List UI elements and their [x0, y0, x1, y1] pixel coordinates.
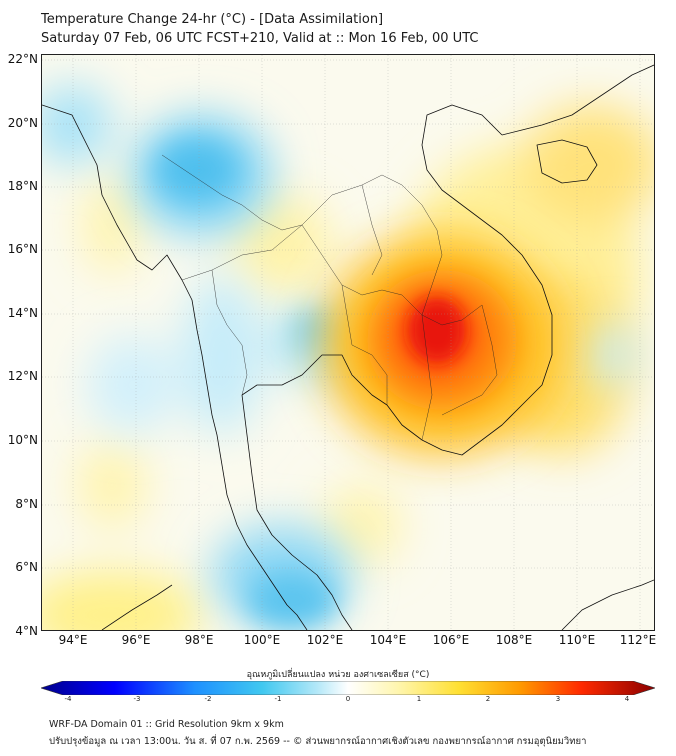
colorbar-tick: 2 [485, 695, 491, 703]
colorbar-tick: 4 [624, 695, 630, 703]
lon-tick-label: 102°E [306, 633, 344, 647]
coastlines [42, 64, 654, 630]
lat-tick-label: 10°N [7, 433, 38, 447]
colorbar-tick: 1 [416, 695, 422, 703]
lon-tick-label: 100°E [243, 633, 281, 647]
lat-tick-label: 18°N [7, 179, 38, 193]
lat-tick-label: 14°N [7, 306, 38, 320]
colorbar-tick: -1 [274, 695, 282, 703]
lat-tick-label: 22°N [7, 52, 38, 66]
colorbar-tick: 0 [345, 695, 351, 703]
lat-tick-label: 20°N [7, 116, 38, 130]
lon-tick-label: 96°E [121, 633, 151, 647]
lat-tick-label: 12°N [7, 369, 38, 383]
lon-tick-label: 108°E [495, 633, 533, 647]
lat-tick-label: 4°N [15, 624, 38, 638]
map-canvas [42, 55, 654, 630]
colorbar-tick: -4 [64, 695, 72, 703]
lat-tick-label: 6°N [15, 560, 38, 574]
temperature-change-map[interactable] [41, 54, 655, 631]
footer-credit: ปรับปรุงข้อมูล ณ เวลา 13:00น. วัน ส. ที่… [49, 736, 587, 747]
lat-tick-label: 16°N [7, 242, 38, 256]
lon-tick-label: 94°E [58, 633, 88, 647]
colorbar-label: อุณหภูมิเปลี่ยนแปลง หน่วย องศาเซลเซียส (… [246, 670, 430, 680]
lon-tick-label: 106°E [432, 633, 470, 647]
hot-field-core [409, 298, 465, 362]
lat-tick-label: 8°N [15, 497, 38, 511]
lon-tick-label: 98°E [184, 633, 214, 647]
map-gridlines [42, 55, 654, 630]
country-borders [161, 154, 498, 441]
lon-tick-label: 104°E [369, 633, 407, 647]
colorbar-ramp [40, 680, 656, 696]
footer-model-info: WRF-DA Domain 01 :: Grid Resolution 9km … [49, 719, 284, 730]
colorbar-tick: -3 [133, 695, 141, 703]
colorbar-tick: -2 [204, 695, 212, 703]
lon-tick-label: 110°E [558, 633, 596, 647]
colorbar-graphic [40, 680, 656, 696]
map-title: Temperature Change 24-hr (°C) - [Data As… [41, 12, 384, 27]
lon-tick-label: 112°E [619, 633, 657, 647]
colorbar-tick: 3 [555, 695, 561, 703]
map-subtitle: Saturday 07 Feb, 06 UTC FCST+210, Valid … [41, 31, 479, 46]
colorbar [40, 680, 656, 696]
cool-core-layer [157, 140, 342, 628]
